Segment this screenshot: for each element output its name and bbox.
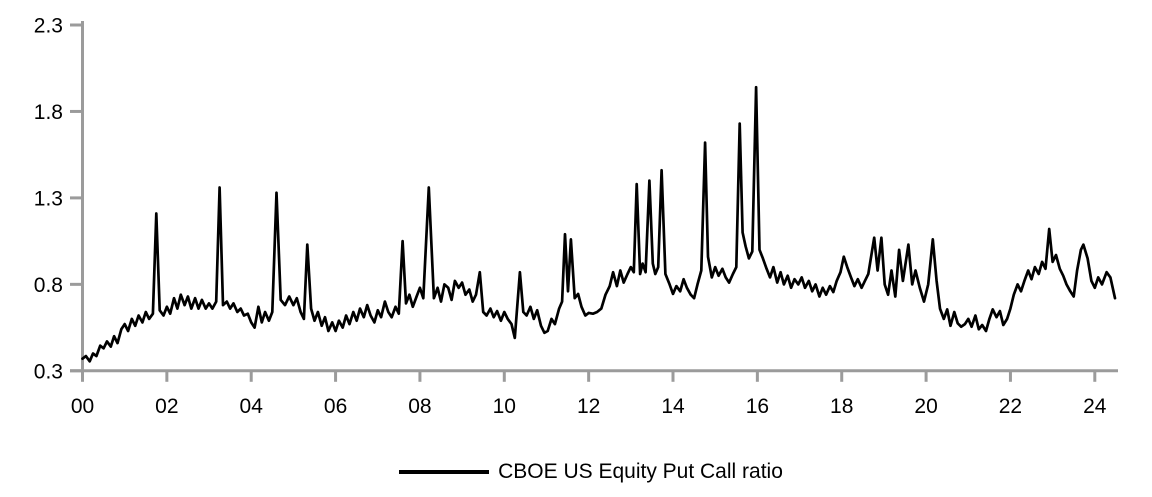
y-tick-label: 0.3 <box>34 360 63 383</box>
y-tick-label: 2.3 <box>34 15 63 38</box>
legend-line-swatch <box>399 470 490 474</box>
x-tick-label: 04 <box>240 395 264 418</box>
x-tick-label: 02 <box>155 395 178 418</box>
x-tick-label: 14 <box>661 395 685 418</box>
x-tick-label: 20 <box>914 395 937 418</box>
x-tick-label: 22 <box>999 395 1022 418</box>
x-tick-label: 00 <box>71 395 94 418</box>
x-tick-label: 24 <box>1083 395 1107 418</box>
legend-series-label: CBOE US Equity Put Call ratio <box>498 460 783 483</box>
x-tick-label: 06 <box>324 395 347 418</box>
x-tick-label: 12 <box>577 395 600 418</box>
y-tick-label: 1.8 <box>34 101 63 124</box>
x-tick-label: 08 <box>408 395 431 418</box>
x-tick-label: 10 <box>493 395 516 418</box>
x-tick-label: 16 <box>746 395 769 418</box>
y-tick-label: 0.8 <box>34 274 63 297</box>
x-tick-label: 18 <box>830 395 853 418</box>
series-line <box>81 85 1117 363</box>
y-tick-label: 1.3 <box>34 187 63 210</box>
chart-legend: CBOE US Equity Put Call ratio <box>0 459 1152 485</box>
